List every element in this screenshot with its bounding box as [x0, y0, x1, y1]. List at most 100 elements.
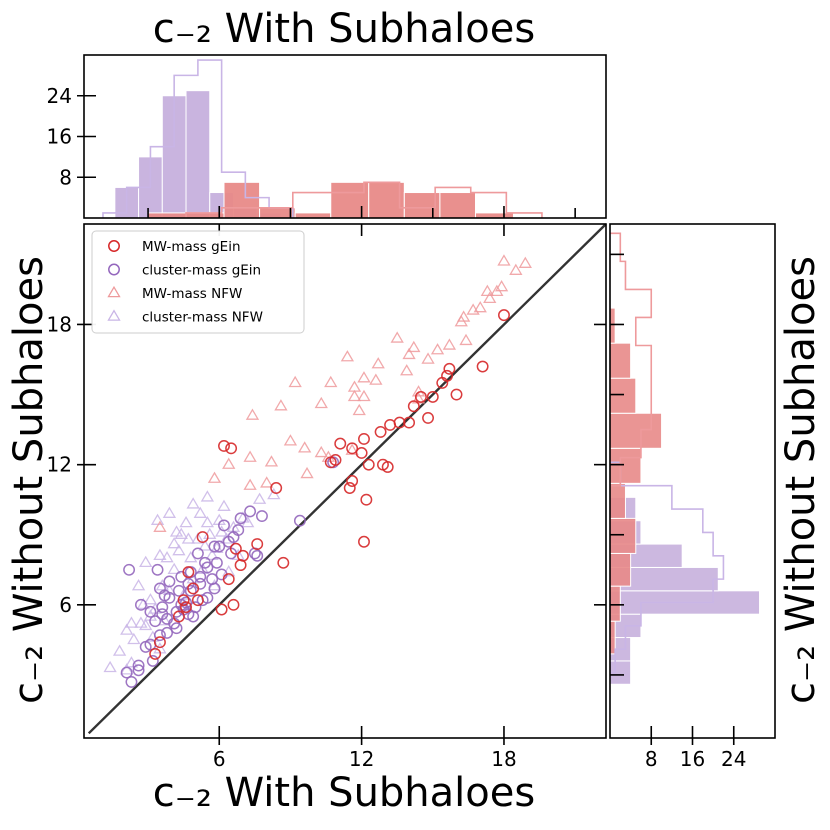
main-x-axis-label: c₋₂ With Subhaloes [153, 770, 535, 816]
scatter-point [194, 570, 207, 583]
scatter-point [352, 403, 366, 416]
scatter-point [132, 659, 145, 672]
scatter-point [172, 584, 185, 597]
scatter-point [407, 340, 421, 353]
scatter-point [217, 499, 231, 511]
scatter-point [270, 482, 283, 494]
scatter-point [324, 375, 338, 388]
scatter-point [127, 632, 141, 645]
scatter-point [187, 582, 200, 595]
y-tick-label: 6 [59, 593, 72, 617]
scatter-point [334, 437, 347, 450]
scatter-point [369, 373, 383, 385]
scatter-point [160, 551, 174, 563]
scatter-point [414, 390, 427, 403]
scatter-point [120, 666, 133, 679]
scatter-point [466, 303, 480, 315]
scatter-point [156, 608, 169, 621]
scatter-point [343, 482, 356, 494]
scatter-point [274, 399, 288, 411]
scatter-point [251, 549, 264, 562]
scatter-point [222, 573, 235, 586]
scatter-point [149, 615, 162, 628]
y-tick-label: 16 [47, 125, 72, 149]
scatter-point [400, 364, 414, 376]
scatter-point [264, 455, 279, 467]
scatter-point [347, 389, 362, 402]
histogram-step-outline [102, 59, 294, 218]
scatter-point [181, 532, 196, 544]
scatter-point [454, 315, 468, 327]
scatter-point [443, 362, 456, 375]
scatter-point [208, 582, 221, 595]
scatter-point [357, 371, 371, 383]
scatter-point [324, 456, 337, 469]
right-plot-frame [609, 223, 776, 739]
scatter-point [277, 556, 290, 569]
scatter-point [191, 594, 204, 607]
scatter-point [314, 396, 328, 409]
scatter-point [355, 447, 368, 459]
scatter-point [167, 562, 181, 575]
scatter-point [260, 476, 274, 488]
scatter-point [153, 520, 167, 532]
scatter-point [153, 548, 167, 561]
scatter-point [198, 539, 212, 551]
histogram-bar [609, 447, 642, 484]
x-tick-label: 24 [721, 747, 746, 771]
legend-label: MW-mass NFW [142, 286, 242, 302]
scatter-point [441, 369, 453, 382]
scatter-point [222, 457, 236, 469]
histogram-bar [403, 192, 441, 219]
x-tick-label: 6 [213, 747, 226, 771]
scatter-point [234, 512, 247, 525]
main-plot-frame [83, 223, 607, 739]
histogram-bar [609, 585, 621, 622]
scatter-point [243, 478, 257, 490]
top-histogram-title: c₋₂ With Subhaloes [153, 6, 535, 52]
right-histogram-panel: 8 16 24 [609, 223, 776, 771]
scatter-point [172, 544, 186, 556]
x-tick-label: 12 [349, 747, 374, 771]
histogram-bar [609, 517, 637, 554]
scatter-point [163, 575, 176, 588]
legend-marker [108, 263, 120, 276]
scatter-point [243, 450, 257, 462]
scatter-point [218, 519, 230, 532]
scatter-point [422, 411, 434, 424]
scatter-point [358, 432, 370, 445]
scatter-point [407, 400, 420, 413]
scatter-point [156, 601, 169, 614]
scatter-point [222, 535, 235, 548]
scatter-point [162, 506, 177, 518]
scatter-point [112, 644, 127, 656]
scatter-point [494, 279, 509, 292]
scatter-point [283, 434, 298, 446]
scatter-point [426, 390, 439, 403]
legend-marker [107, 309, 121, 321]
main-y-axis-label: c₋₂ Without Subhaloes [6, 256, 52, 704]
scatter-point [158, 589, 171, 602]
scatter-point [186, 497, 200, 509]
top-plot-frame [83, 54, 607, 219]
scatter-point [374, 425, 387, 438]
histogram-bar [609, 482, 626, 519]
scatter-point [497, 254, 511, 266]
scatter-point [358, 535, 370, 548]
scatter-point [207, 471, 222, 483]
scatter-point [381, 461, 394, 473]
scatter-point [314, 445, 328, 458]
scatter-point [251, 538, 264, 551]
histogram-bar [223, 181, 261, 219]
scatter-point [402, 347, 416, 360]
scatter-point [232, 524, 245, 537]
scatter-point [172, 610, 185, 623]
legend-marker [107, 285, 121, 298]
x-tick-label: 16 [680, 747, 705, 771]
scatter-point [450, 388, 463, 401]
x-tick-label: 18 [491, 747, 516, 771]
scatter-point [139, 640, 152, 653]
scatter-point [490, 284, 504, 297]
scatter-point [346, 442, 359, 455]
